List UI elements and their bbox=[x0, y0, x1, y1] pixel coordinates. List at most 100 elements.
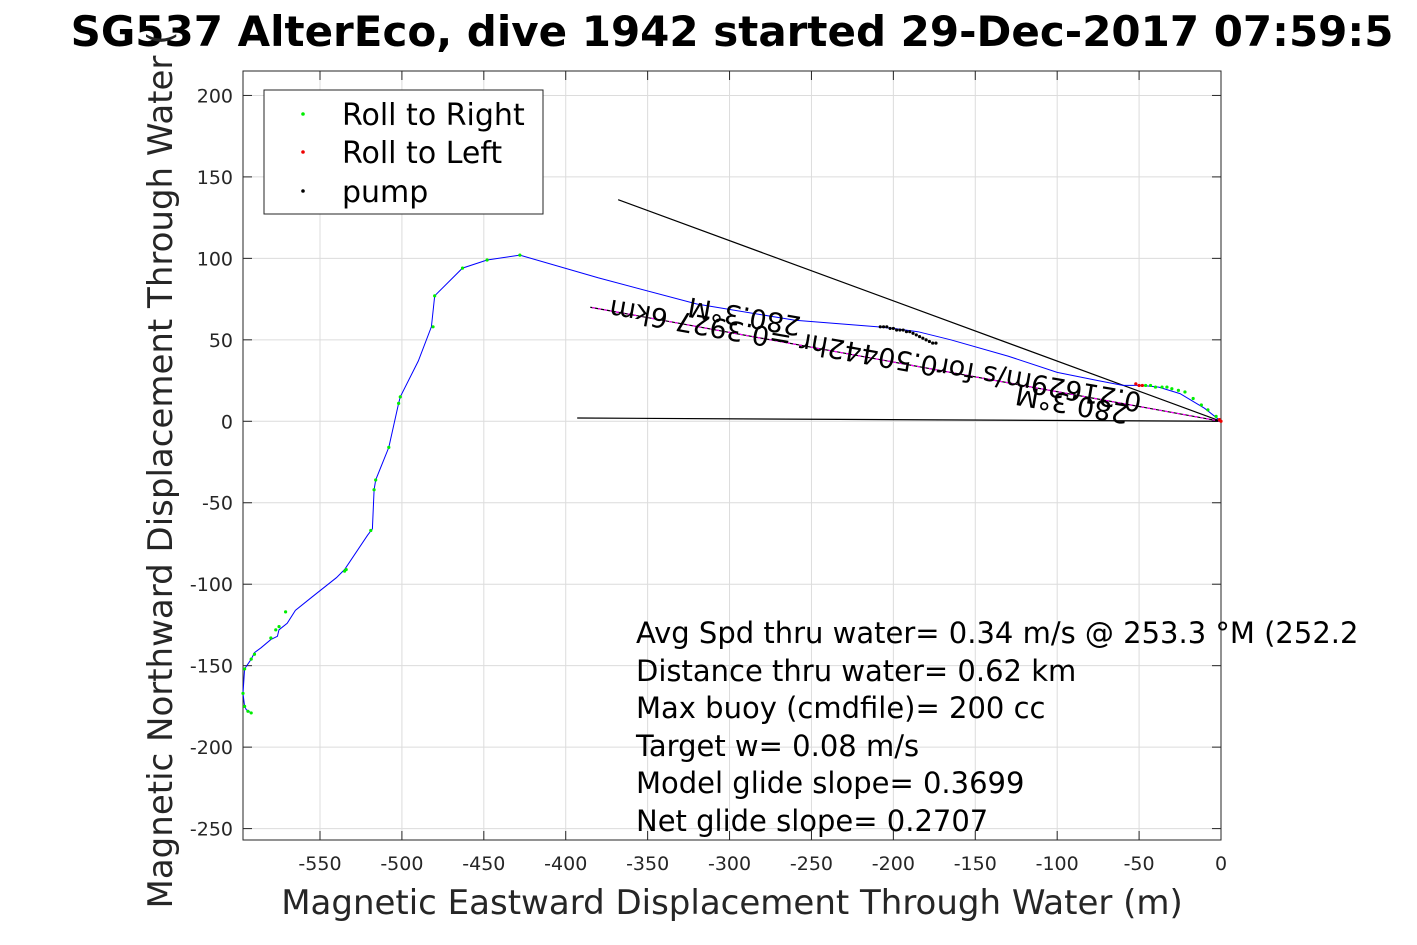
roll-to-left-point bbox=[1134, 382, 1138, 386]
legend-marker-roll-right bbox=[301, 112, 305, 116]
roll-to-right-point bbox=[387, 445, 391, 449]
pump-point bbox=[931, 341, 935, 345]
roll-to-right-point bbox=[397, 401, 401, 405]
pump-point bbox=[911, 331, 915, 335]
pump-point bbox=[934, 341, 938, 345]
roll-to-right-point bbox=[374, 478, 378, 482]
heading-line bbox=[577, 417, 1222, 422]
x-tick-label: -400 bbox=[544, 853, 587, 875]
roll-to-right-point bbox=[1144, 383, 1148, 388]
roll-to-left-point bbox=[1140, 383, 1144, 388]
stats-block: Avg Spd thru water= 0.34 m/s @ 253.3 °M … bbox=[635, 616, 1358, 838]
x-tick-label: -450 bbox=[462, 853, 505, 875]
roll-to-right-point bbox=[283, 610, 288, 614]
x-tick-label: -150 bbox=[954, 853, 997, 875]
y-tick-label: -100 bbox=[190, 574, 233, 596]
x-tick-label: -250 bbox=[790, 853, 833, 875]
roll-to-right-point bbox=[369, 528, 373, 533]
stat-max-buoy: Max buoy (cmdfile)= 200 cc bbox=[636, 691, 1045, 725]
pump-point bbox=[924, 338, 928, 342]
pump-point bbox=[901, 328, 905, 332]
legend-marker-pump bbox=[301, 189, 305, 193]
roll-to-right-point bbox=[1206, 408, 1210, 412]
y-tick-label: -200 bbox=[190, 737, 233, 759]
roll-to-right-point bbox=[249, 711, 253, 715]
roll-to-right-point bbox=[1148, 383, 1153, 388]
x-tick-label: -200 bbox=[872, 853, 915, 875]
pump-point bbox=[921, 336, 925, 340]
pump-point bbox=[908, 330, 912, 334]
pump-point bbox=[898, 328, 902, 332]
pump-point bbox=[927, 339, 932, 344]
roll-to-right-point bbox=[518, 253, 522, 257]
roll-to-right-point bbox=[342, 569, 347, 573]
y-tick-label: -150 bbox=[190, 656, 233, 678]
x-tick-label: -100 bbox=[1036, 853, 1079, 875]
pump-point bbox=[881, 325, 886, 329]
y-tick-label: 0 bbox=[221, 411, 233, 433]
roll-to-right-point bbox=[277, 624, 281, 629]
roll-to-right-point bbox=[249, 657, 253, 661]
roll-to-right-point bbox=[274, 628, 278, 632]
legend-box bbox=[263, 89, 544, 215]
roll-to-right-point bbox=[460, 266, 465, 270]
roll-to-right-point bbox=[1176, 388, 1181, 392]
roll-to-right-point bbox=[1183, 390, 1187, 394]
y-tick-label: 200 bbox=[197, 85, 233, 107]
x-tick-label: -350 bbox=[626, 853, 669, 875]
y-tick-label: 150 bbox=[197, 167, 233, 189]
roll-to-right-point bbox=[433, 294, 437, 298]
stat-distance: Distance thru water= 0.62 km bbox=[636, 654, 1076, 688]
roll-to-right-point bbox=[243, 667, 247, 671]
plot-area-frame bbox=[242, 70, 1222, 841]
roll-to-right-point bbox=[398, 395, 402, 399]
legend-label-roll-left: Roll to Left bbox=[342, 136, 502, 171]
legend-label-roll-right: Roll to Right bbox=[342, 98, 525, 133]
stat-model-glide: Model glide slope= 0.3699 bbox=[636, 766, 1024, 800]
roll-to-right-point bbox=[431, 325, 435, 329]
pump-point bbox=[885, 325, 889, 329]
pump-point bbox=[895, 328, 899, 332]
pump-point bbox=[914, 333, 918, 337]
y-tick-label: -50 bbox=[202, 493, 233, 515]
current-line bbox=[590, 306, 1222, 422]
y-tick-label: 100 bbox=[197, 248, 233, 270]
roll-to-right-point bbox=[485, 258, 489, 262]
pump-point bbox=[917, 334, 922, 339]
stat-net-glide: Net glide slope= 0.2707 bbox=[636, 804, 988, 838]
roll-to-right-point bbox=[1214, 414, 1218, 418]
roll-to-right-point bbox=[243, 704, 247, 709]
legend-marker-roll-left bbox=[301, 150, 305, 154]
roll-to-right-point bbox=[269, 636, 273, 640]
legend: Roll to Right Roll to Left pump bbox=[263, 89, 544, 215]
roll-to-right-point bbox=[241, 691, 245, 695]
x-axis-label: Magnetic Eastward Displacement Through W… bbox=[281, 883, 1183, 923]
pump-point bbox=[904, 330, 909, 334]
y-axis-label: Magnetic Northward Displacement Through … bbox=[141, 32, 181, 909]
roll-to-right-point bbox=[372, 488, 376, 492]
chart-title: SG537 AlterEco, dive 1942 started 29-Dec… bbox=[71, 7, 1394, 56]
stat-avg-speed: Avg Spd thru water= 0.34 m/s @ 253.3 °M … bbox=[636, 616, 1358, 650]
y-tick-label: 50 bbox=[209, 330, 233, 352]
pump-point bbox=[891, 326, 895, 331]
axis-ticks: -550 -500 -450 -400 -350 -300 -250 -200 -150 -100… bbox=[190, 71, 1227, 875]
roll-to-right-point bbox=[1170, 387, 1174, 391]
x-tick-label: -300 bbox=[708, 853, 751, 875]
roll-to-right-point bbox=[1199, 403, 1203, 407]
roll-to-right-point bbox=[1153, 385, 1158, 389]
stat-target-w: Target w= 0.08 m/s bbox=[635, 729, 919, 763]
y-tick-label: -250 bbox=[190, 819, 233, 841]
pump-point bbox=[878, 325, 882, 329]
legend-label-pump: pump bbox=[342, 175, 428, 210]
roll-to-right-point bbox=[1160, 385, 1164, 389]
x-tick-label: -500 bbox=[380, 853, 423, 875]
roll-to-left-point bbox=[1137, 383, 1141, 388]
x-tick-label: -50 bbox=[1124, 853, 1155, 875]
roll-to-left-point bbox=[1217, 418, 1221, 422]
x-tick-label: 0 bbox=[1215, 853, 1227, 875]
pump-point bbox=[888, 326, 892, 331]
roll-to-right-point bbox=[1191, 396, 1195, 401]
series-points bbox=[241, 253, 1223, 715]
roll-to-right-point bbox=[252, 652, 257, 656]
